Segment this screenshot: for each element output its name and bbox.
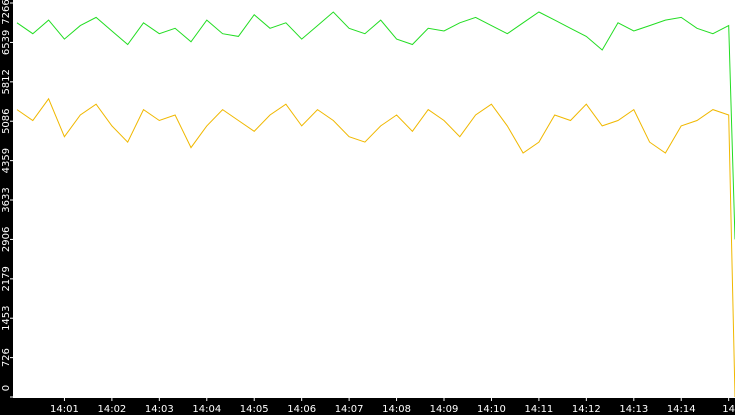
y-tick-label: 0 — [1, 385, 12, 391]
y-tick-label: 4359 — [1, 148, 12, 173]
x-tick-label: 14:06 — [287, 404, 316, 415]
x-tick-label: 14:14 — [667, 404, 696, 415]
y-tick-label: 6539 — [1, 30, 12, 55]
y-tick-label: 5812 — [1, 69, 12, 94]
x-tick-label: 14:11 — [524, 404, 553, 415]
y-tick-label: 2906 — [1, 227, 12, 252]
series-line — [16, 97, 735, 398]
x-tick-label: 14:01 — [50, 404, 79, 415]
x-tick-label: 14:07 — [335, 404, 364, 415]
x-tick-label: 14:10 — [477, 404, 506, 415]
x-tick-label: 14:13 — [619, 404, 648, 415]
y-tick-label: 5086 — [1, 108, 12, 133]
plot-area — [13, 0, 735, 398]
x-tick-label: 14:08 — [382, 404, 411, 415]
x-tick-label: 14:04 — [192, 404, 221, 415]
x-tick-label: 14:03 — [145, 404, 174, 415]
series-line — [16, 11, 735, 240]
y-tick-label: 726 — [1, 348, 12, 367]
y-tick-label: 3633 — [1, 187, 12, 212]
x-tick-label: 14:02 — [97, 404, 126, 415]
x-tick-label: 14:09 — [430, 404, 459, 415]
x-tick-label: 14:12 — [572, 404, 601, 415]
y-tick-label: 2179 — [1, 266, 12, 291]
y-tick-label: 7266 — [1, 0, 12, 25]
x-tick-label: 14:05 — [240, 404, 269, 415]
y-tick-label: 1453 — [1, 305, 12, 330]
x-tick-label: 14 — [722, 404, 735, 415]
